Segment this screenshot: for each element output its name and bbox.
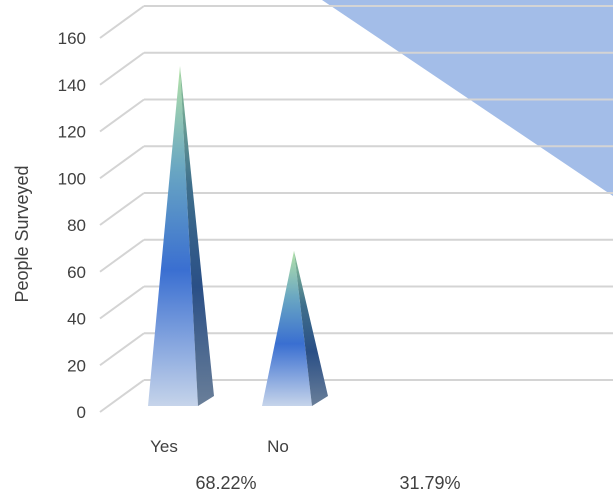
x-category-label: No bbox=[267, 437, 289, 456]
percent-labels: 68.22% 31.79% bbox=[195, 473, 460, 493]
grid-diagonal bbox=[99, 51, 145, 86]
y-tick-label: 60 bbox=[67, 263, 86, 282]
pyramid-front-face bbox=[262, 250, 312, 406]
pyramid-side-face bbox=[294, 250, 328, 406]
grid-diagonal bbox=[99, 5, 145, 39]
pyramid-side-face bbox=[180, 66, 214, 407]
x-category-label: Yes bbox=[150, 437, 178, 456]
grid-diagonal bbox=[99, 238, 145, 273]
y-axis-ticks: 0 20 40 60 80 100 120 140 160 bbox=[58, 29, 86, 422]
grid-diagonal bbox=[99, 98, 145, 133]
y-tick-label: 160 bbox=[58, 29, 86, 48]
percent-label: 68.22% bbox=[195, 473, 256, 493]
y-axis-label: People Surveyed bbox=[12, 165, 32, 302]
y-tick-label: 100 bbox=[58, 169, 86, 188]
pyramid-bar bbox=[262, 250, 328, 406]
y-tick-label: 40 bbox=[67, 310, 86, 329]
y-tick-label: 80 bbox=[67, 216, 86, 235]
grid-layer bbox=[99, 5, 613, 413]
grid-diagonal bbox=[99, 332, 145, 367]
percent-label: 31.79% bbox=[399, 473, 460, 493]
y-tick-label: 140 bbox=[58, 76, 86, 95]
grid-diagonal bbox=[99, 145, 145, 180]
y-tick-label: 120 bbox=[58, 123, 86, 142]
y-tick-label: 0 bbox=[77, 403, 86, 422]
y-tick-label: 20 bbox=[67, 356, 86, 375]
wall-accent-triangle bbox=[322, 0, 613, 196]
grid-diagonal bbox=[99, 285, 145, 320]
grid-diagonal bbox=[99, 192, 145, 226]
x-axis-categories: Yes No bbox=[150, 437, 289, 456]
bar-layer bbox=[148, 66, 328, 407]
pyramid-front-face bbox=[148, 66, 198, 407]
pyramid-bar bbox=[148, 66, 214, 407]
grid-diagonal bbox=[99, 379, 145, 413]
